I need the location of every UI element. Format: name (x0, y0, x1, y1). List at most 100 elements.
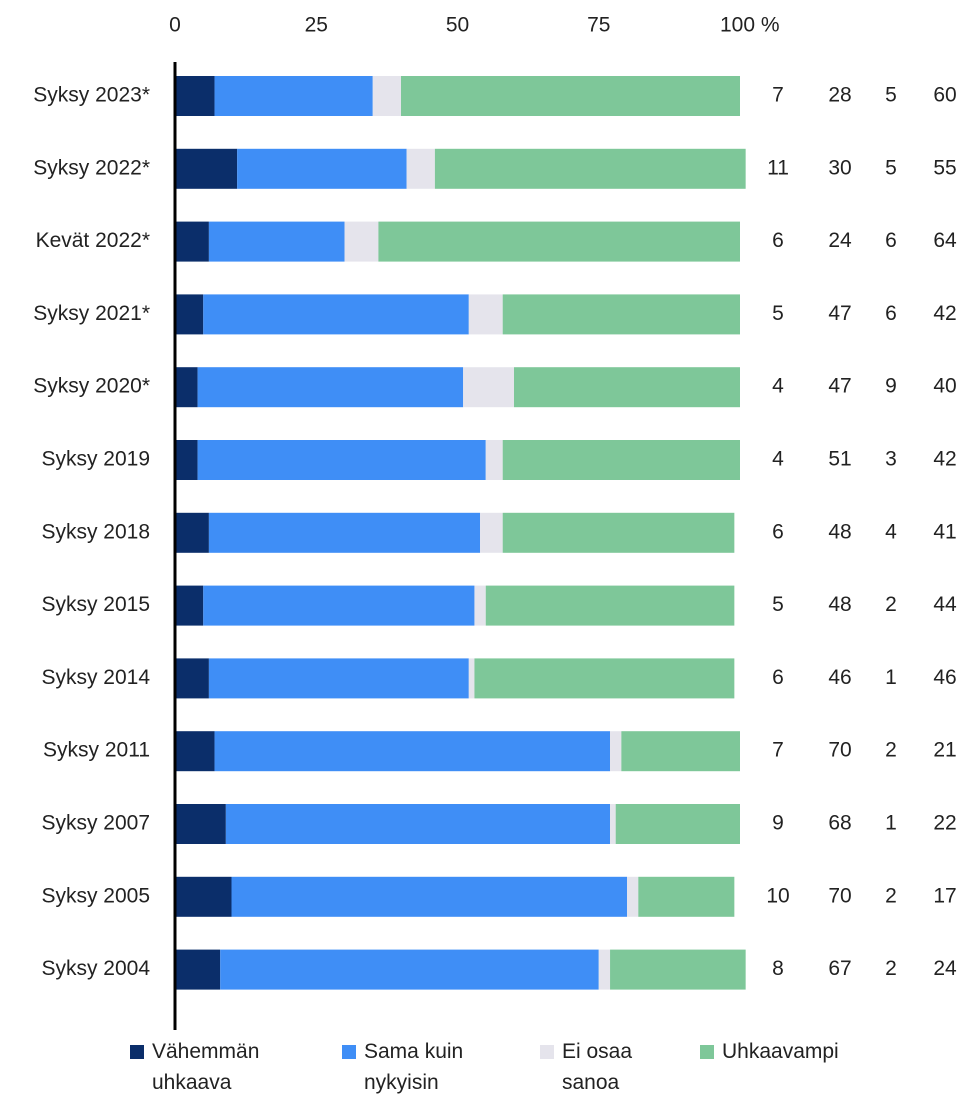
bar-segment (231, 876, 627, 917)
category-label: Syksy 2020* (33, 375, 150, 398)
category-label: Kevät 2022* (36, 229, 150, 252)
value-label: 68 (828, 812, 851, 835)
bar-segment (502, 440, 740, 480)
bar-segment (474, 585, 486, 626)
bar-segment (175, 804, 226, 844)
bar-segment (203, 585, 475, 626)
bar-segment (638, 876, 735, 917)
bar-segment (468, 294, 503, 335)
value-label: 4 (772, 448, 784, 471)
bar-segment (480, 512, 503, 553)
category-label: Syksy 2007 (41, 812, 150, 835)
bar-segment (627, 876, 639, 917)
value-label: 6 (885, 302, 897, 325)
value-label: 70 (828, 739, 851, 762)
bar-segment (175, 731, 215, 772)
bar-segment (610, 731, 622, 772)
bar-segment (175, 512, 209, 553)
category-label: Syksy 2021* (33, 302, 150, 325)
category-label: Syksy 2015 (41, 593, 150, 616)
bar-segment (208, 221, 345, 262)
bar-segment (468, 658, 475, 699)
legend-label: Sama kuin nykyisin (364, 1040, 464, 1094)
value-label: 3 (885, 448, 897, 471)
category-label: Syksy 2014 (41, 666, 150, 689)
value-label: 6 (772, 666, 784, 689)
value-label: 51 (828, 448, 851, 471)
value-label: 10 (766, 884, 789, 907)
bar-segment (197, 440, 486, 480)
category-label: Syksy 2005 (41, 884, 150, 907)
value-label: 22 (933, 812, 956, 835)
value-label: 41 (933, 520, 956, 543)
value-label: 60 (933, 84, 956, 107)
x-tick-label: 25 (305, 14, 328, 37)
value-label: 11 (767, 156, 789, 179)
value-label: 9 (772, 812, 784, 835)
bar-segment (621, 731, 740, 772)
value-label: 4 (885, 520, 897, 543)
legend-label: Uhkaavampi (722, 1040, 839, 1063)
value-label: 46 (828, 666, 851, 689)
x-tick-label: 100 % (720, 14, 780, 37)
bar-segment (485, 440, 503, 480)
bar-segment (208, 512, 481, 553)
value-label: 48 (828, 593, 851, 616)
bar-segment (214, 76, 373, 116)
legend-swatch (342, 1045, 356, 1059)
bar-segment (175, 294, 204, 335)
bar-segment (220, 949, 599, 990)
value-label: 8 (772, 957, 784, 980)
bar-segment (175, 949, 221, 990)
legend-swatch (130, 1045, 144, 1059)
bar-segment (485, 585, 735, 626)
bar-segment (372, 76, 401, 116)
value-label: 24 (828, 229, 852, 252)
legend: Vähemmän uhkaava Sama kuin nykyisin Ei osa… (0, 1036, 971, 1100)
bar-segment (378, 221, 740, 262)
category-label: Syksy 2011 (43, 739, 150, 762)
bar-segment (615, 804, 740, 844)
value-label: 6 (885, 229, 897, 252)
bar-segment (175, 76, 215, 116)
legend-label: Vähemmän uhkaava (152, 1040, 260, 1094)
value-label: 46 (933, 666, 956, 689)
value-label: 9 (885, 375, 897, 398)
value-label: 67 (828, 957, 851, 980)
value-label: 42 (933, 448, 956, 471)
value-label: 5 (885, 156, 897, 179)
value-label: 1 (885, 666, 897, 689)
value-label: 7 (772, 739, 784, 762)
value-label: 2 (885, 593, 897, 616)
value-label: 4 (772, 375, 784, 398)
bar-segment (463, 367, 514, 408)
bar-segment (474, 658, 735, 699)
x-tick-label: 0 (169, 14, 181, 37)
bar-segment (610, 804, 616, 844)
x-tick-label: 75 (587, 14, 610, 37)
legend-swatch (540, 1045, 554, 1059)
legend-swatch (700, 1045, 714, 1059)
value-label: 42 (933, 302, 956, 325)
bar-segment (175, 148, 238, 189)
bar-segment (175, 221, 209, 262)
value-label: 2 (885, 739, 897, 762)
value-label: 44 (933, 593, 957, 616)
bar-segment (237, 148, 407, 189)
value-label: 6 (772, 229, 784, 252)
value-label: 70 (828, 884, 851, 907)
value-label: 17 (933, 884, 956, 907)
value-label: 47 (828, 302, 851, 325)
bar-segment (401, 76, 740, 116)
value-label: 6 (772, 520, 784, 543)
category-label: Syksy 2018 (41, 520, 150, 543)
bar-segment (175, 440, 198, 480)
bar-segment (197, 367, 464, 408)
bar-segment (434, 148, 746, 189)
value-label: 30 (828, 156, 851, 179)
value-label: 40 (933, 375, 956, 398)
category-label: Syksy 2004 (41, 957, 150, 980)
legend-label: Ei osaa sanoa (562, 1040, 633, 1094)
value-label: 55 (933, 156, 956, 179)
